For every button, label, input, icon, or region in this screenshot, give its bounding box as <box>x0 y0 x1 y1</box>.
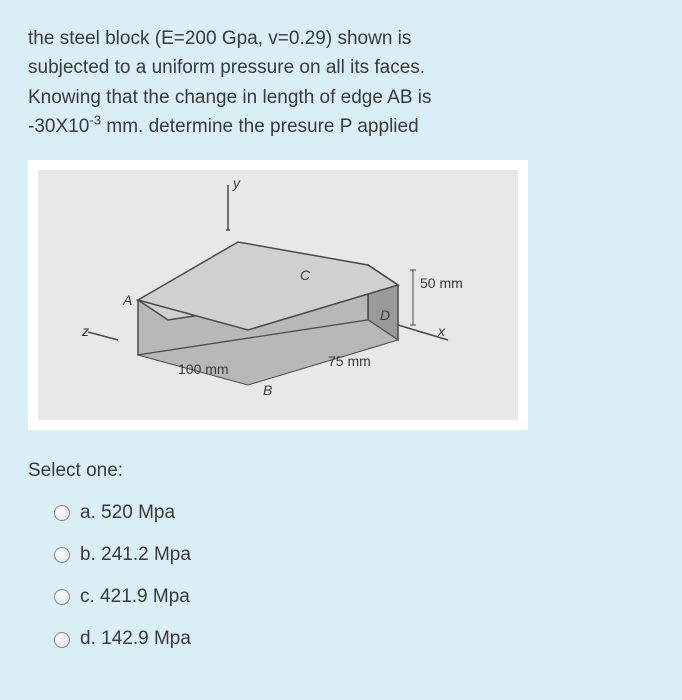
question-line4sup: -3 <box>89 113 101 128</box>
z-axis-label: z <box>81 323 89 339</box>
label-B: B <box>263 382 272 398</box>
figure: y x z A C D B 100 mm 75 mm <box>38 170 518 420</box>
y-axis-label: y <box>232 175 241 191</box>
option-c[interactable]: c. 421.9 Mpa <box>54 579 654 615</box>
dim-bd: 75 mm <box>328 353 371 369</box>
option-a[interactable]: a. 520 Mpa <box>54 495 654 531</box>
option-b-label: b. 241.2 Mpa <box>80 537 191 573</box>
label-C: C <box>300 267 311 283</box>
select-one-label: Select one: <box>28 456 654 485</box>
dim-ab: 100 mm <box>178 361 229 377</box>
question-line2: subjected to a uniform pressure on all i… <box>28 57 425 78</box>
option-d[interactable]: d. 142.9 Mpa <box>54 621 654 657</box>
radio-icon[interactable] <box>54 632 70 648</box>
block-diagram: y x z A C D B 100 mm 75 mm <box>38 170 518 420</box>
option-b[interactable]: b. 241.2 Mpa <box>54 537 654 573</box>
option-a-label: a. 520 Mpa <box>80 495 175 531</box>
option-d-label: d. 142.9 Mpa <box>80 621 191 657</box>
option-c-label: c. 421.9 Mpa <box>80 579 190 615</box>
radio-icon[interactable] <box>54 589 70 605</box>
radio-icon[interactable] <box>54 505 70 521</box>
x-axis-label: x <box>437 323 446 339</box>
label-A: A <box>122 292 132 308</box>
dim-h: 50 mm <box>420 275 463 291</box>
label-D: D <box>380 307 390 323</box>
question-line4a: -30X10 <box>28 116 89 137</box>
question-line3: Knowing that the change in length of edg… <box>28 87 432 108</box>
radio-icon[interactable] <box>54 547 70 563</box>
question-line1: the steel block (E=200 Gpa, v=0.29) show… <box>28 28 411 49</box>
figure-container: y x z A C D B 100 mm 75 mm <box>28 160 528 430</box>
question-text: the steel block (E=200 Gpa, v=0.29) show… <box>28 24 654 142</box>
question-line4b: mm. determine the presure P applied <box>101 116 419 137</box>
